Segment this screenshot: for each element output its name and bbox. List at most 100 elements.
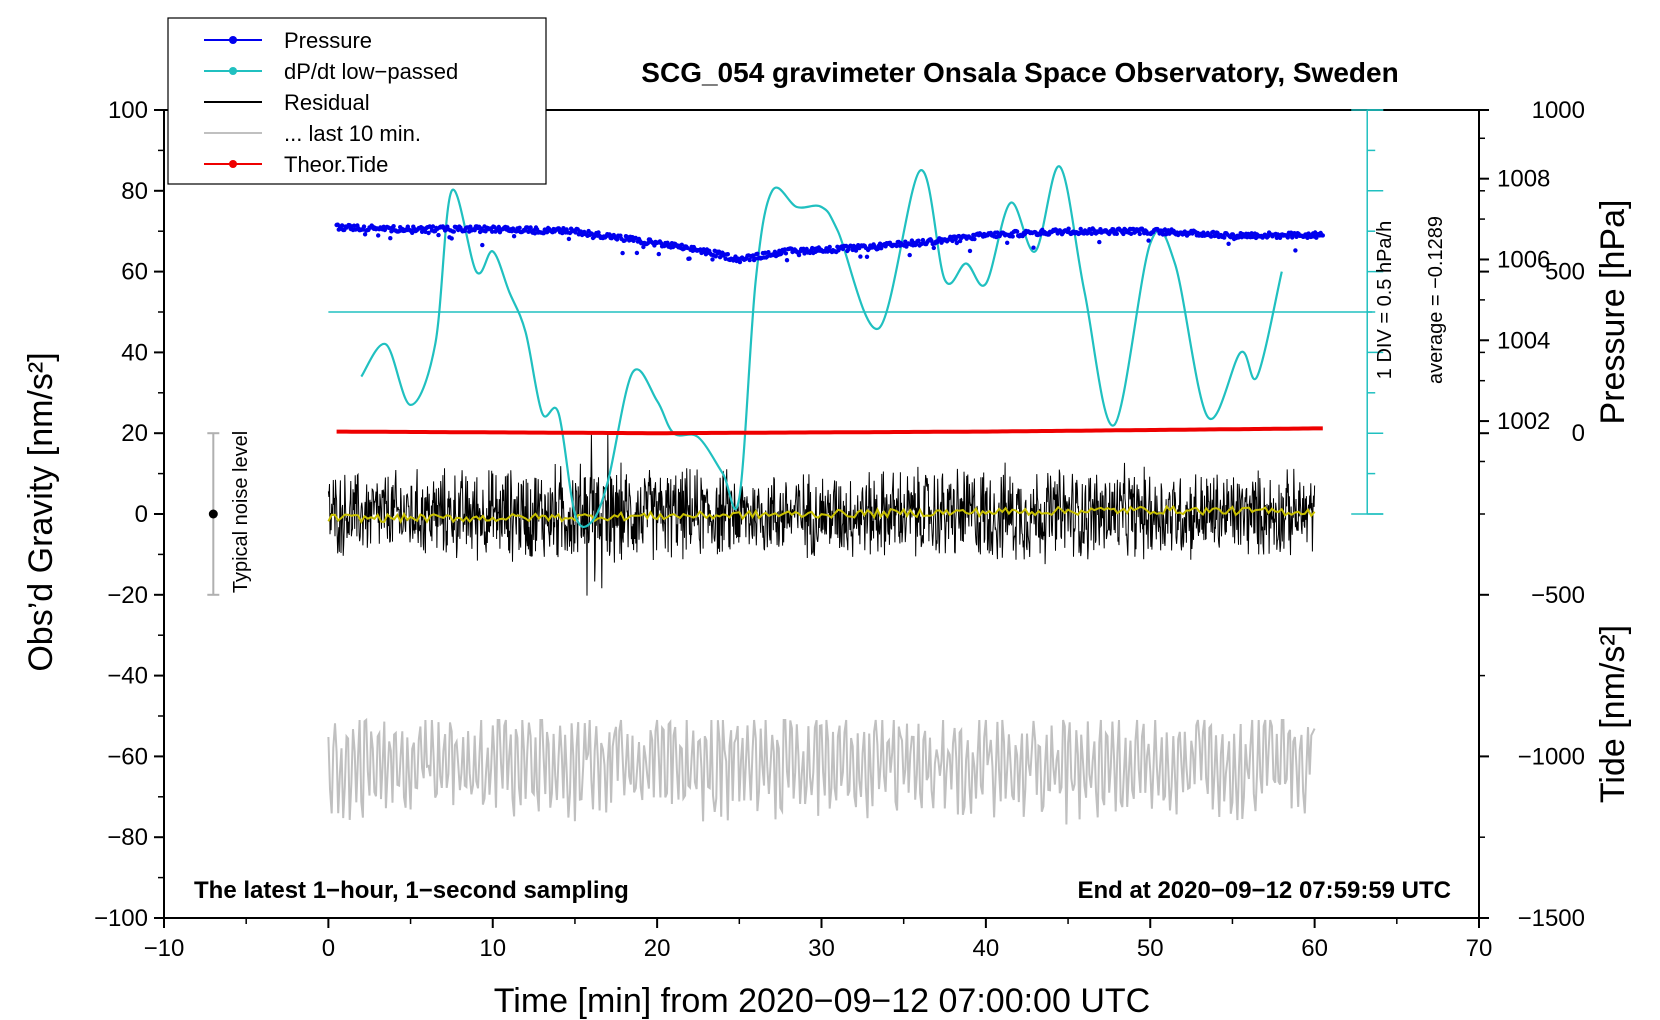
legend-entry: ... last 10 min. (204, 121, 421, 146)
x-tick-label: 70 (1466, 935, 1493, 962)
pressure-point (858, 254, 863, 259)
y-axis-title-left: Obs’d Gravity [nm/s²] (22, 352, 60, 671)
pressure-point (685, 245, 690, 251)
pressure-point (1146, 238, 1151, 243)
noise-level-label: Typical noise level (230, 431, 252, 593)
dpdt-div-label: 1 DIV = 0.5 hPa/h (1374, 221, 1396, 379)
pressure-point (783, 251, 789, 256)
y-tick-label: −20 (107, 582, 148, 609)
pressure-point (566, 236, 572, 242)
pressure-tick-label: 1006 (1497, 246, 1550, 273)
pressure-point (1037, 232, 1043, 237)
pressure-point (472, 228, 477, 233)
pressure-point (596, 230, 601, 235)
pressure-point (622, 238, 627, 243)
pressure-point (517, 225, 522, 230)
tide-tick-label: 1000 (1532, 97, 1585, 124)
pressure-point (388, 236, 393, 241)
pressure-point (490, 229, 495, 234)
pressure-point (1222, 235, 1227, 240)
legend-marker (229, 67, 237, 75)
y-tick-label: −100 (94, 905, 148, 932)
annotation-sampling: The latest 1−hour, 1−second sampling (194, 877, 629, 904)
pressure-point (784, 258, 790, 263)
pressure-point (1010, 234, 1015, 239)
pressure-point (827, 244, 832, 250)
pressure-point (573, 230, 578, 235)
pressure-point (687, 256, 692, 261)
pressure-point (750, 253, 756, 258)
pressure-point (620, 250, 625, 256)
x-tick-label: 50 (1137, 935, 1164, 962)
y-tick-label: −40 (107, 663, 148, 690)
pressure-point (430, 224, 436, 229)
pressure-point (717, 255, 723, 260)
series-residual-smoothed (327, 504, 1316, 525)
pressure-point (634, 250, 640, 256)
legend-label: Pressure (284, 28, 372, 53)
tide-axis-ticks: 1000 500 0 −500 −1000 −1500 (1479, 97, 1585, 932)
pressure-point (954, 240, 959, 246)
y-tick-label: −60 (107, 743, 148, 770)
y-tick-label: 60 (121, 259, 148, 286)
pressure-tick-label: 1004 (1497, 327, 1550, 354)
dpdt-average-label: average = −0.1289 (1425, 216, 1447, 384)
pressure-point (339, 223, 345, 228)
pressure-point (528, 225, 533, 230)
pressure-point (782, 247, 787, 252)
pressure-point (747, 257, 752, 263)
legend-label: dP/dt low−passed (284, 59, 458, 84)
pressure-point (1031, 245, 1036, 250)
series-theoretical-tide (336, 426, 1323, 436)
pressure-point (656, 251, 661, 257)
pressure-point (560, 230, 565, 236)
pressure-point (796, 252, 802, 258)
pressure-point (916, 238, 921, 243)
pressure-point (1313, 230, 1318, 235)
legend: Pressure dP/dt low−passed Residual ... last… (204, 28, 458, 177)
pressure-point (753, 256, 758, 261)
pressure-point (972, 236, 977, 242)
pressure-point (1121, 231, 1126, 237)
x-tick-label: 10 (479, 935, 506, 962)
series-pressure (334, 222, 1326, 265)
pressure-point (410, 230, 415, 235)
pressure-point (361, 224, 367, 229)
legend-label: ... last 10 min. (284, 121, 421, 146)
tide-tick-label: 0 (1572, 420, 1585, 447)
y-tick-label: −80 (107, 824, 148, 851)
pressure-point (1005, 240, 1010, 245)
annotation-end-time: End at 2020−09−12 07:59:59 UTC (1077, 877, 1451, 904)
pressure-point (362, 232, 368, 237)
pressure-point (737, 259, 743, 265)
pressure-point (762, 250, 768, 255)
pressure-point (436, 232, 441, 238)
tide-tick-label: 500 (1545, 259, 1585, 286)
pressure-point (1292, 231, 1297, 236)
y-axis-title-pressure: Pressure [hPa] (1594, 200, 1632, 425)
pressure-point (511, 234, 517, 239)
pressure-point (755, 251, 760, 256)
pressure-point (645, 241, 650, 246)
pressure-point (710, 257, 715, 262)
y-axis-title-tide: Tide [nm/s²] (1594, 625, 1632, 803)
pressure-point (713, 254, 718, 259)
pressure-point (1320, 233, 1326, 238)
legend-label: Residual (284, 90, 370, 115)
tide-tick-label: −1500 (1518, 905, 1585, 932)
pressure-point (426, 230, 431, 236)
x-tick-label: 0 (322, 935, 335, 962)
y-tick-label: 20 (121, 420, 148, 447)
pressure-point (853, 248, 859, 253)
legend-label: Theor.Tide (284, 152, 388, 177)
pressure-point (480, 242, 485, 248)
x-axis-ticks: −10 0 10 20 30 40 50 60 70 (144, 918, 1493, 962)
pressure-point (532, 231, 538, 236)
y-tick-label: 40 (121, 339, 148, 366)
tide-tick-label: −1000 (1518, 743, 1585, 770)
left-axis-ticks: 100 80 60 40 20 0 −20 −40 −60 −80 −100 (94, 97, 164, 932)
x-axis-title: Time [min] from 2020−09−12 07:00:00 UTC (494, 982, 1150, 1020)
pressure-point (1089, 231, 1094, 236)
chart-title: SCG_054 gravimeter Onsala Space Observat… (641, 57, 1398, 88)
legend-marker (229, 160, 237, 168)
